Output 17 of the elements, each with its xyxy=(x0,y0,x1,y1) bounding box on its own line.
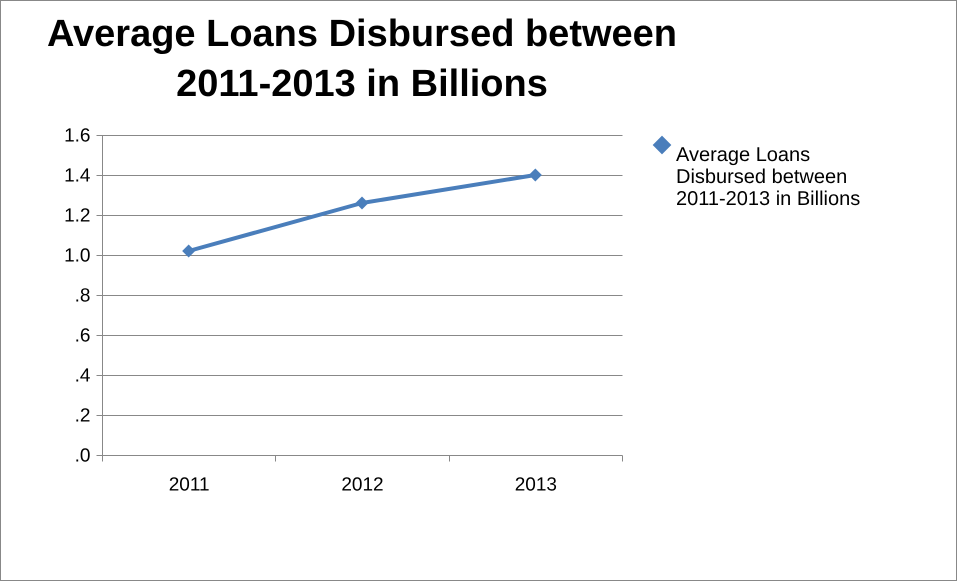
point xyxy=(355,196,369,210)
chart-title: Average Loans Disbursed between 2011-2013 in Billions xyxy=(46,13,678,105)
x-tick-label: 2011 xyxy=(168,474,210,496)
point xyxy=(528,168,542,182)
y-tick-label: .4 xyxy=(74,366,91,386)
y-tick-label: 1.0 xyxy=(64,246,90,266)
x-tick-label: 2013 xyxy=(514,474,557,496)
y-tick-label: .2 xyxy=(74,406,90,426)
x-tick-label: 2012 xyxy=(341,474,384,496)
y-tick-label: .6 xyxy=(74,326,90,346)
y-tick-label: 1.2 xyxy=(64,206,90,226)
y-tick-label: 1.4 xyxy=(64,166,91,186)
legend-label: Average Loans Disbursed between 2011-2013 in Billions xyxy=(676,144,860,210)
y-tick-label: .0 xyxy=(74,446,90,466)
y-tick-label: .8 xyxy=(74,286,90,306)
y-tick-label: 1.6 xyxy=(64,126,90,146)
point xyxy=(182,244,196,258)
